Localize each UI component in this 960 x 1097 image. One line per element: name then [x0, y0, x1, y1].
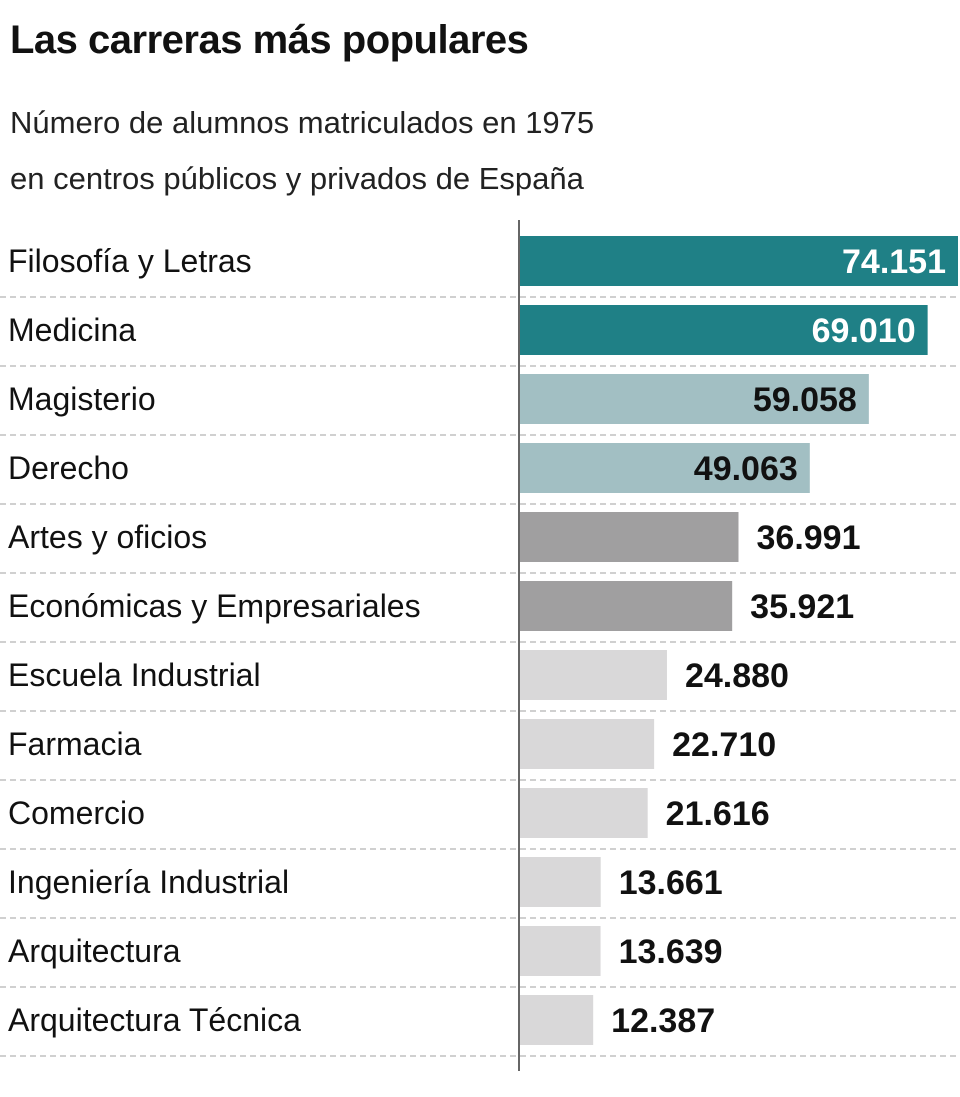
subtitle-line-1: Número de alumnos matriculados en 1975 — [10, 105, 595, 140]
value-label: 35.921 — [750, 588, 854, 626]
bar — [520, 719, 655, 769]
category-label: Arquitectura — [8, 933, 181, 969]
category-label: Ingeniería Industrial — [8, 864, 289, 900]
bar — [520, 443, 810, 493]
bar-row: Arquitectura Técnica 12.387 — [0, 995, 960, 1057]
category-label: Artes y oficios — [8, 519, 207, 555]
bar — [520, 374, 869, 424]
subtitle-line-2: en centros públicos y privados de España — [10, 161, 584, 196]
value-label: 36.991 — [757, 519, 861, 557]
bar-row: Farmacia 22.710 — [0, 719, 960, 781]
value-label: 21.616 — [666, 795, 770, 833]
category-label: Económicas y Empresariales — [8, 588, 421, 624]
value-label: 13.661 — [619, 864, 723, 902]
value-label: 12.387 — [611, 1002, 715, 1040]
category-label: Magisterio — [8, 381, 156, 417]
category-label: Comercio — [8, 795, 145, 831]
bar-row: Económicas y Empresariales 35.921 — [0, 581, 960, 643]
bar-row: Escuela Industrial 24.880 — [0, 650, 960, 712]
value-label: 24.880 — [685, 657, 789, 695]
bar — [520, 236, 958, 286]
category-label: Farmacia — [8, 726, 142, 762]
category-label: Arquitectura Técnica — [8, 1002, 301, 1038]
category-label: Medicina — [8, 312, 136, 348]
value-label: 49.063 — [694, 450, 798, 488]
value-label: 13.639 — [619, 933, 723, 971]
bar — [520, 650, 667, 700]
bar — [520, 305, 928, 355]
bar-row: Derecho 49.063 — [0, 443, 960, 505]
bar — [520, 926, 601, 976]
chart-title: Las carreras más populares — [10, 18, 529, 62]
category-label: Derecho — [8, 450, 129, 486]
bar-row: Ingeniería Industrial 13.661 — [0, 857, 960, 919]
bar-row: Magisterio 59.058 — [0, 374, 960, 436]
value-label: 74.151 — [842, 243, 946, 281]
bar — [520, 581, 733, 631]
bar-row: Artes y oficios 36.991 — [0, 512, 960, 574]
value-label: 59.058 — [753, 381, 857, 419]
bar-row: Filosofía y Letras 74.151 — [0, 236, 960, 298]
bar — [520, 512, 739, 562]
bar — [520, 995, 594, 1045]
bar — [520, 857, 601, 907]
bar-row: Arquitectura 13.639 — [0, 926, 960, 988]
category-label: Escuela Industrial — [8, 657, 261, 693]
category-label: Filosofía y Letras — [8, 243, 252, 279]
bar-row: Comercio 21.616 — [0, 788, 960, 850]
bar-row: Medicina 69.010 — [0, 305, 960, 367]
value-label: 22.710 — [672, 726, 776, 764]
value-label: 69.010 — [812, 312, 916, 350]
bar — [520, 788, 648, 838]
chart-subtitle: Número de alumnos matriculados en 1975 e… — [10, 95, 770, 207]
chart-rows: Filosofía y Letras 74.151 Medicina 69.010 Ma… — [0, 236, 960, 1057]
